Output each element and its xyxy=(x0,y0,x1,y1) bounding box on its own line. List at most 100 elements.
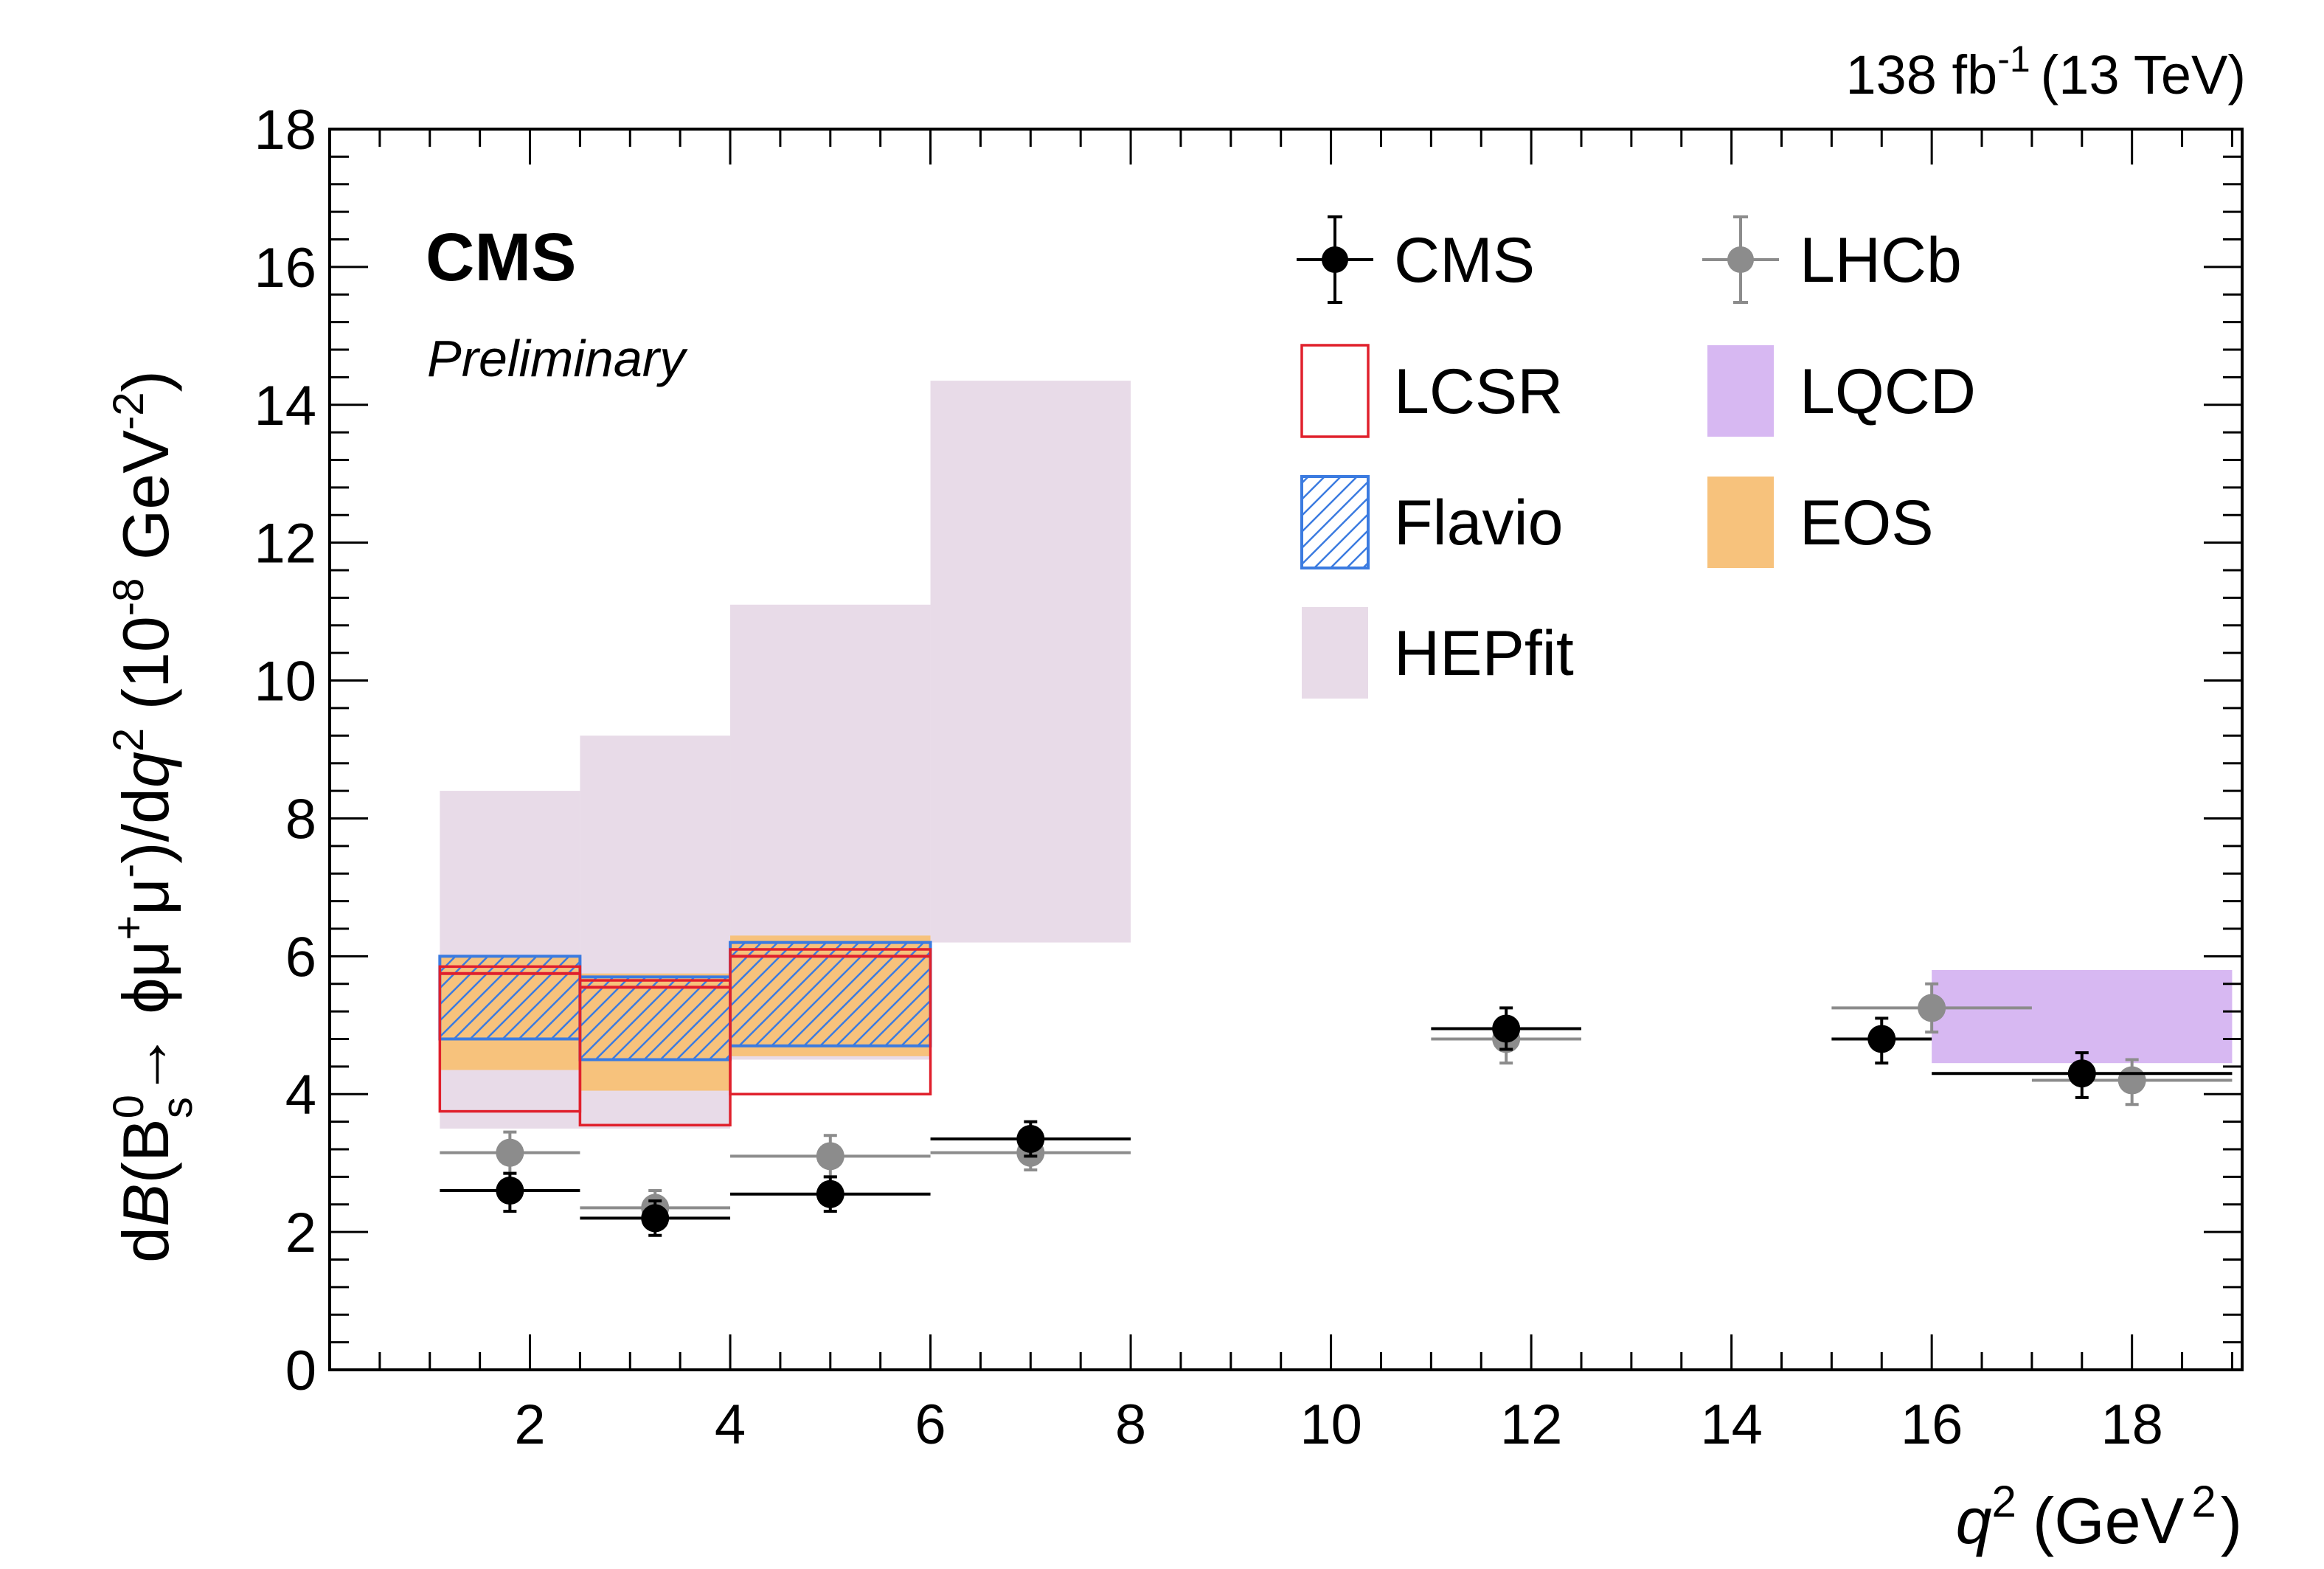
y-title-units-exp: -8 xyxy=(105,578,153,617)
flavio-box-2 xyxy=(729,941,932,1047)
lumi-energy: (13 TeV) xyxy=(2041,44,2246,105)
y-title-units-mid: GeV xyxy=(109,430,182,578)
y-title-mu-minus: - xyxy=(105,864,153,878)
legend-eos-swatch xyxy=(1707,477,1774,568)
y-title-mu-base: μ xyxy=(109,878,182,915)
x-axis-var-sup: 2 xyxy=(1992,1477,2016,1526)
lhcb-marker-0 xyxy=(496,1138,524,1167)
legend-lqcd-swatch xyxy=(1707,345,1774,437)
y-title-mu-plus: + xyxy=(105,915,153,941)
flavio-box-0 xyxy=(438,955,582,1041)
lumi-label: 138 fb-1 (13 TeV) xyxy=(1845,38,2246,105)
y-tick-label-2: 2 xyxy=(285,1202,316,1264)
cms-point-6 xyxy=(1932,1051,2233,1099)
legend-lqcd-label: LQCD xyxy=(1800,356,1976,427)
cms-label: CMS xyxy=(426,220,576,295)
legend-lcsr-swatch xyxy=(1300,344,1370,438)
x-axis-unit-close: ) xyxy=(2221,1484,2242,1557)
cms-marker-2 xyxy=(816,1180,844,1208)
flavio-box-1 xyxy=(578,975,732,1061)
legend: CMS LHCb LCSR LQCD Flavio EOS HEPfit xyxy=(1297,215,1976,699)
lcsr-box-2 xyxy=(729,948,932,1095)
cms-marker-1 xyxy=(641,1204,670,1233)
lqcd-band-0 xyxy=(1932,970,2233,1064)
preliminary-label: Preliminary xyxy=(427,330,688,387)
legend-entry-lhcb: LHCb xyxy=(1702,215,1962,304)
legend-lcsr-label: LCSR xyxy=(1394,356,1563,427)
legend-entry-hepfit: HEPfit xyxy=(1302,607,1574,699)
x-tick-label-2: 2 xyxy=(514,1393,545,1456)
y-title-B-sub: s xyxy=(153,1097,201,1118)
lhcb-point-0 xyxy=(440,1130,580,1175)
legend-flavio-swatch xyxy=(1300,475,1370,569)
legend-entry-flavio: Flavio xyxy=(1300,475,1563,569)
points-layer xyxy=(440,982,2233,1237)
cms-marker-5 xyxy=(1867,1025,1896,1053)
cms-point-2 xyxy=(730,1175,931,1213)
legend-cms-marker xyxy=(1322,246,1348,273)
legend-lhcb-marker xyxy=(1727,246,1754,273)
y-title-units-close: ) xyxy=(109,370,182,392)
legend-eos-label: EOS xyxy=(1800,488,1934,558)
y-title-B-sup: 0 xyxy=(105,1095,153,1118)
cms-point-3 xyxy=(930,1120,1131,1158)
x-axis-title: q2 (GeV 2) xyxy=(1956,1477,2242,1557)
x-axis-var: q xyxy=(1956,1484,1992,1557)
legend-entry-lcsr: LCSR xyxy=(1300,344,1563,438)
lumi-main: 138 fb xyxy=(1845,44,1997,105)
legend-hepfit-swatch xyxy=(1302,607,1368,699)
y-title-part3: )/d xyxy=(109,788,182,864)
y-title-B: B xyxy=(109,1183,182,1227)
lhcb-marker-6 xyxy=(2117,1066,2146,1095)
y-tick-label-18: 18 xyxy=(254,99,316,162)
cms-point-0 xyxy=(440,1171,580,1213)
lhcb-marker-5 xyxy=(1918,994,1946,1022)
hepfit-band-3 xyxy=(930,381,1131,943)
plot-frame xyxy=(328,128,2244,1371)
legend-flavio-label: Flavio xyxy=(1394,488,1563,558)
cms-marker-0 xyxy=(496,1177,524,1205)
y-tick-label-4: 4 xyxy=(285,1064,316,1126)
y-title-part2: (B xyxy=(109,1118,182,1183)
legend-entry-lqcd: LQCD xyxy=(1707,345,1976,437)
cms-point-4 xyxy=(1431,1006,1581,1051)
x-tick-label-12: 12 xyxy=(1500,1393,1563,1456)
axes: 2 4 6 8 10 12 14 16 18 0 2 4 6 8 10 12 14 16 18 xyxy=(254,99,2244,1456)
x-axis-unit: (GeV xyxy=(2033,1484,2185,1557)
x-tick-label-6: 6 xyxy=(915,1393,946,1456)
y-title-q: q xyxy=(109,752,182,788)
lumi-sup: -1 xyxy=(1997,38,2030,80)
cms-point-1 xyxy=(580,1199,731,1237)
y-title-units-exp2: -2 xyxy=(105,392,153,430)
x-tick-label-8: 8 xyxy=(1115,1393,1146,1456)
legend-lhcb-label: LHCb xyxy=(1800,225,1962,296)
y-axis-title: dB(B0s→ ϕμ+μ-)/dq2 (10-8 GeV-2) xyxy=(105,370,201,1263)
y-title-d: d xyxy=(109,1227,182,1263)
x-axis-unit-sup: 2 xyxy=(2191,1477,2216,1526)
legend-hepfit-label: HEPfit xyxy=(1394,618,1574,689)
lhcb-point-2 xyxy=(730,1134,931,1179)
y-tick-label-8: 8 xyxy=(285,788,316,851)
x-tick-label-14: 14 xyxy=(1700,1393,1763,1456)
y-tick-label-16: 16 xyxy=(254,237,316,299)
lhcb-point-5 xyxy=(1831,982,2032,1034)
cms-marker-3 xyxy=(1016,1124,1045,1153)
y-title-arrow: → ϕμ xyxy=(109,941,182,1097)
x-tick-label-10: 10 xyxy=(1300,1393,1362,1456)
y-tick-label-6: 6 xyxy=(285,926,316,988)
lhcb-marker-2 xyxy=(816,1142,844,1171)
lhcb-point-6 xyxy=(2031,1058,2233,1106)
y-title-q-sup: 2 xyxy=(105,728,153,752)
cms-point-5 xyxy=(1831,1016,1932,1065)
legend-cms-label: CMS xyxy=(1394,225,1535,296)
y-tick-label-12: 12 xyxy=(254,513,316,575)
x-tick-label-4: 4 xyxy=(715,1393,746,1456)
x-tick-label-16: 16 xyxy=(1901,1393,1963,1456)
y-tick-label-14: 14 xyxy=(254,375,316,437)
legend-entry-cms: CMS xyxy=(1297,215,1535,304)
x-tick-label-18: 18 xyxy=(2101,1393,2163,1456)
band-layer xyxy=(438,381,2233,1129)
cms-marker-4 xyxy=(1492,1014,1521,1043)
legend-entry-eos: EOS xyxy=(1707,477,1934,568)
